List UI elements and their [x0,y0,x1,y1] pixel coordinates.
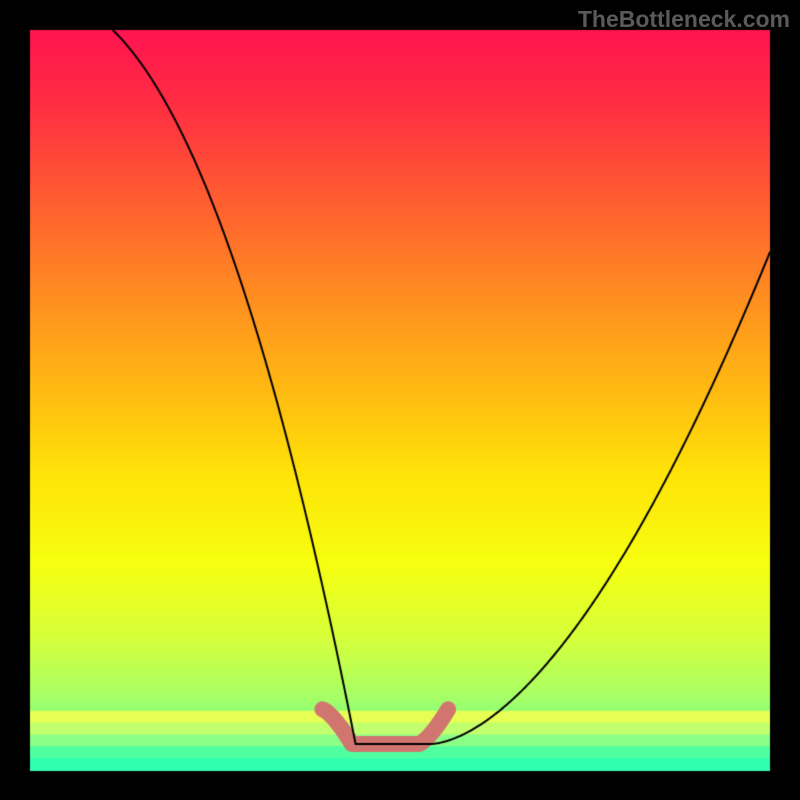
watermark-text: TheBottleneck.com [578,6,790,33]
bottleneck-curve [0,0,800,800]
